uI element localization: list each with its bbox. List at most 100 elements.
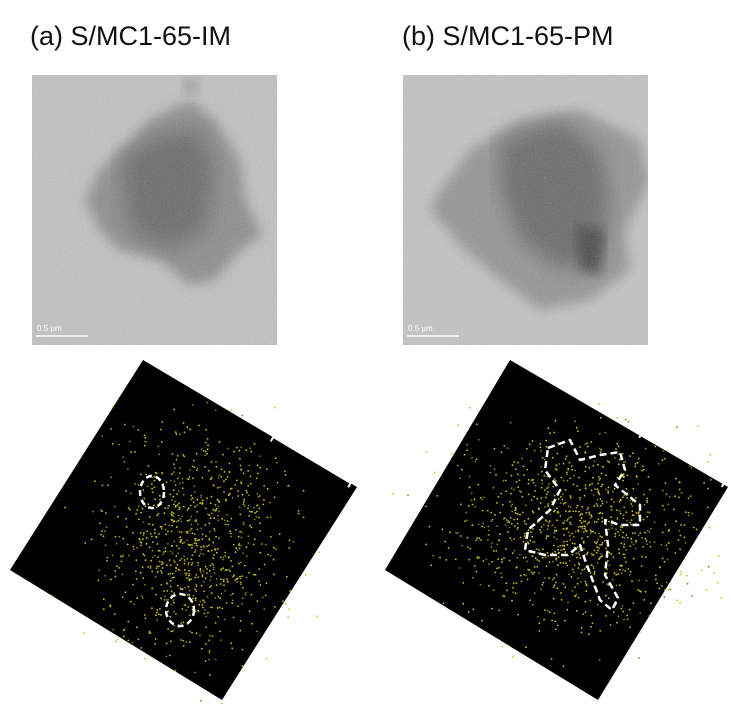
dot: [215, 659, 217, 661]
dot: [662, 558, 664, 560]
dot: [609, 552, 611, 554]
dot: [129, 441, 131, 443]
dot: [144, 435, 146, 437]
dot: [679, 548, 681, 550]
dot: [209, 586, 211, 588]
dot: [175, 555, 177, 557]
dot: [174, 467, 176, 469]
dot: [587, 523, 589, 525]
dot: [215, 410, 217, 412]
dot: [644, 532, 646, 534]
dot: [174, 481, 176, 483]
dot: [257, 473, 259, 475]
dot: [636, 475, 638, 477]
dot: [562, 493, 564, 495]
dot: [465, 512, 467, 514]
dot: [251, 527, 253, 529]
dot: [156, 567, 158, 569]
dot: [226, 514, 228, 516]
dot: [517, 486, 519, 488]
dot: [237, 549, 239, 551]
dot: [495, 474, 497, 476]
dot: [562, 545, 564, 547]
dot: [266, 468, 268, 470]
dot: [585, 581, 587, 583]
dot: [175, 431, 177, 433]
dot: [180, 539, 182, 541]
dot: [664, 589, 666, 591]
dot: [284, 603, 286, 605]
dot: [178, 490, 180, 492]
dot: [577, 583, 579, 585]
dot: [596, 503, 598, 505]
dot: [159, 608, 161, 610]
dot: [176, 526, 178, 528]
dot: [630, 524, 632, 526]
dot: [202, 607, 204, 609]
dot: [205, 643, 207, 645]
dot: [471, 492, 473, 494]
dot: [552, 579, 554, 581]
dot: [132, 532, 134, 534]
dot: [250, 483, 252, 485]
dot: [626, 615, 628, 617]
dot: [184, 587, 186, 589]
dot: [162, 567, 164, 569]
dot: [243, 501, 245, 503]
dot: [230, 488, 232, 490]
dot: [264, 564, 266, 566]
dot: [191, 524, 193, 526]
dot: [218, 500, 220, 502]
dot: [218, 537, 220, 539]
dot: [536, 548, 538, 550]
dot: [197, 524, 199, 526]
dot: [642, 465, 644, 467]
dot: [590, 529, 592, 531]
dot: [587, 508, 589, 510]
dot: [160, 597, 162, 599]
dot: [679, 489, 681, 491]
dot: [469, 548, 471, 550]
dot: [498, 496, 500, 498]
dot: [203, 613, 205, 615]
dot: [194, 588, 196, 590]
dot: [186, 540, 188, 542]
dot: [142, 553, 144, 555]
dot: [235, 529, 237, 531]
dot: [270, 536, 272, 538]
dot: [192, 477, 194, 479]
dot: [173, 471, 175, 473]
dot: [635, 548, 637, 550]
dot: [598, 476, 600, 478]
dot: [631, 542, 633, 544]
dot: [627, 619, 629, 621]
dot: [481, 620, 483, 622]
dot: [475, 461, 477, 463]
dot: [479, 537, 481, 539]
dot: [127, 640, 129, 642]
dot: [599, 494, 601, 496]
dot: [531, 499, 533, 501]
dot: [476, 458, 478, 460]
dot: [616, 622, 618, 624]
dot: [166, 482, 168, 484]
dot: [177, 585, 179, 587]
dot: [544, 459, 546, 461]
dot: [481, 499, 483, 501]
dot: [570, 523, 572, 525]
dot: [496, 525, 498, 527]
dot: [544, 506, 546, 508]
dot: [186, 478, 188, 480]
dot: [494, 448, 496, 450]
dot: [553, 532, 555, 534]
dot: [630, 503, 632, 505]
dot: [566, 609, 568, 611]
dot: [560, 502, 562, 504]
dot: [515, 507, 517, 509]
dot: [527, 518, 529, 520]
dot: [205, 451, 207, 453]
dot: [212, 635, 214, 637]
dot: [588, 467, 590, 469]
dot: [596, 541, 598, 543]
dot: [196, 632, 198, 634]
